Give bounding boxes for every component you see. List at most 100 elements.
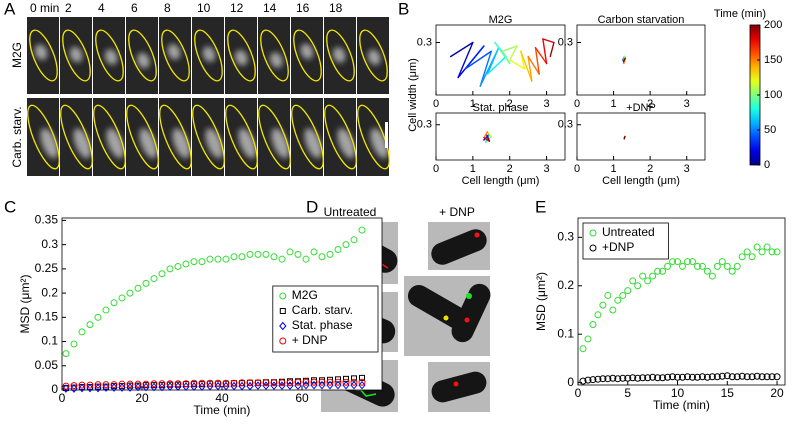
- marker: [654, 374, 662, 382]
- cell-outline: [159, 104, 192, 170]
- chart-title: M2G: [489, 14, 513, 26]
- fluorescence: [337, 128, 356, 159]
- x-tick-label: 3: [544, 163, 550, 175]
- cell-outline: [161, 29, 190, 82]
- marker: [358, 226, 366, 234]
- y-tick-label: 0.2: [557, 278, 574, 292]
- marker: [342, 378, 350, 386]
- marker: [70, 382, 78, 390]
- marker: [664, 373, 672, 381]
- marker: [102, 306, 110, 314]
- cell-outline: [260, 29, 289, 82]
- x-tick-label: 0: [433, 163, 439, 175]
- cell: [451, 283, 491, 343]
- y-tick-label: 0.35: [35, 213, 59, 227]
- colorbar-tick-label: 50: [764, 124, 776, 136]
- marker: [669, 373, 677, 381]
- marker: [768, 248, 776, 256]
- marker: [94, 381, 102, 389]
- x-tick-label: 3: [684, 163, 690, 175]
- time-label: 10: [197, 1, 211, 15]
- marker: [150, 380, 158, 388]
- x-axis-label: Time (min): [653, 398, 710, 412]
- fluorescence: [370, 128, 389, 159]
- fluorescence: [304, 128, 323, 159]
- marker: [166, 265, 174, 273]
- marker: [254, 250, 262, 258]
- x-tick-label: 0: [59, 391, 66, 405]
- marker: [62, 384, 70, 393]
- colorbar-tick-label: 150: [764, 54, 782, 66]
- chart-title: +DNP: [626, 102, 656, 114]
- cell-outline: [93, 104, 126, 170]
- marker: [222, 379, 230, 387]
- marker: [174, 262, 182, 270]
- marker: [738, 372, 746, 380]
- marker: [246, 379, 254, 387]
- marker: [659, 374, 667, 382]
- axes-frame: [435, 112, 566, 161]
- marker: [609, 306, 617, 314]
- marker: [728, 373, 736, 381]
- marker: [589, 229, 597, 237]
- marker: [599, 375, 607, 383]
- cell-outline: [227, 29, 256, 82]
- marker: [318, 253, 326, 261]
- marker: [334, 378, 342, 386]
- marker: [270, 379, 278, 387]
- marker: [584, 335, 592, 343]
- cell: [431, 371, 487, 403]
- colorbar-label: Time (min): [714, 8, 766, 20]
- marker: [664, 262, 672, 270]
- trajectory-segment: [486, 131, 492, 138]
- marker: [118, 380, 126, 388]
- spot: [443, 315, 449, 321]
- cell-outline: [128, 29, 157, 82]
- axes-frame: [576, 112, 706, 161]
- marker: [86, 381, 94, 389]
- marker: [738, 253, 746, 261]
- y-tick-label: 0.3: [417, 36, 432, 48]
- marker: [78, 381, 86, 389]
- marker: [579, 377, 587, 385]
- y-axis-label: MSD (μm²): [18, 275, 32, 334]
- marker: [350, 378, 358, 386]
- trajectory-segment: [464, 45, 485, 70]
- column-label: + DNP: [439, 205, 475, 219]
- legend-label: Untreated: [602, 225, 655, 239]
- y-axis-label: Cell width (μm): [407, 58, 419, 132]
- marker: [118, 294, 126, 302]
- x-tick-label: 0: [574, 98, 580, 110]
- time-label: 2: [65, 1, 72, 15]
- panel-label: C: [4, 197, 16, 216]
- fluorescence: [137, 52, 150, 69]
- marker: [110, 299, 118, 307]
- marker: [713, 373, 721, 381]
- spot: [474, 232, 480, 238]
- y-tick-label: 0.2: [41, 285, 58, 299]
- marker: [126, 380, 134, 388]
- marker: [674, 258, 682, 266]
- fluorescence: [139, 128, 158, 159]
- marker: [708, 373, 716, 381]
- x-tick-label: 60: [295, 391, 309, 405]
- marker: [619, 374, 627, 382]
- marker: [78, 328, 86, 336]
- y-tick-label: 0: [51, 382, 58, 396]
- cell-outline: [324, 104, 357, 170]
- marker: [286, 248, 294, 256]
- marker: [773, 248, 781, 256]
- legend-label: + DNP: [292, 333, 328, 347]
- time-label: 4: [98, 1, 105, 15]
- x-tick-label: 20: [135, 391, 149, 405]
- marker: [743, 373, 751, 381]
- trajectory-segment: [464, 50, 492, 70]
- trajectory-segment: [509, 45, 518, 61]
- fluorescence: [270, 52, 283, 68]
- marker: [589, 320, 597, 328]
- fluorescence: [40, 128, 59, 159]
- marker: [110, 381, 118, 389]
- spot: [464, 317, 470, 323]
- time-label: 18: [329, 1, 343, 15]
- marker: [723, 372, 731, 380]
